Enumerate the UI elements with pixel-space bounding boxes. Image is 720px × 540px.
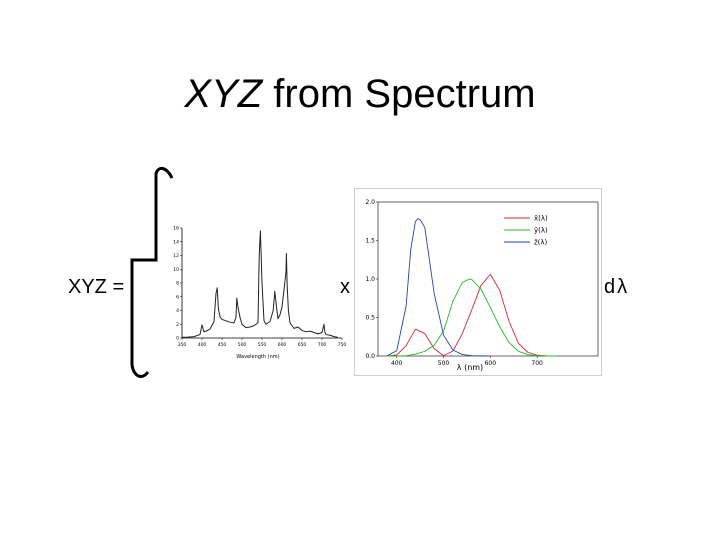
y-tick-label: 0 <box>176 336 179 342</box>
cmf-legend: x̄(λ) ȳ(λ) z̄(λ) <box>504 215 548 247</box>
integral-sign-icon <box>130 167 174 378</box>
x-tick-label: 400 <box>391 360 403 367</box>
color-matching-plot: 400 500 600 700 0.0 0.5 1.0 1.5 2.0 x̄(λ) ȳ(λ) z̄(… <box>354 188 602 376</box>
legend-label-2: z̄(λ) <box>534 239 548 247</box>
title-italic: XYZ <box>184 72 263 116</box>
cmf-series <box>387 218 556 357</box>
x-tick-label: 700 <box>318 342 327 348</box>
y-tick-label: 1.5 <box>365 238 375 245</box>
x-tick-label: 600 <box>278 342 287 348</box>
spectrum-ticks: 350 400 450 500 550 600 650 700 750 0 2 4 6 8 10 12 14 16 <box>173 226 346 348</box>
plot-frame <box>354 188 602 376</box>
y-tick-label: 10 <box>173 267 179 273</box>
x-tick-label: 550 <box>258 342 267 348</box>
x-tick-label: 650 <box>298 342 307 348</box>
legend-label-1: ȳ(λ) <box>534 227 548 235</box>
spectrum-x-axis-label: Wavelength (nm) <box>236 354 279 360</box>
cmf-ticks: 400 500 600 700 0.0 0.5 1.0 1.5 2.0 <box>365 199 543 367</box>
multiply-sign: x <box>340 276 350 298</box>
x-tick-label: 700 <box>531 360 543 367</box>
y-tick-label: 16 <box>173 226 179 232</box>
y-tick-label: 14 <box>173 239 179 245</box>
differential-d-lambda: dλ <box>604 276 630 298</box>
y-tick-label: 12 <box>173 253 179 259</box>
spectrum-series <box>182 230 339 338</box>
y-tick-label: 0.0 <box>365 353 375 360</box>
series-line-0 <box>182 230 339 338</box>
x-tick-label: 350 <box>178 342 187 348</box>
legend-label-0: x̄(λ) <box>534 215 548 223</box>
y-tick-label: 2 <box>176 322 179 328</box>
series-line-0 <box>387 273 556 357</box>
x-tick-label: 500 <box>238 342 247 348</box>
x-tick-label: 450 <box>218 342 227 348</box>
cmf-x-axis-label: λ (nm) <box>457 363 483 372</box>
slide-title: XYZ from Spectrum <box>0 68 720 120</box>
title-rest: from Spectrum <box>262 72 536 116</box>
x-tick-label: 750 <box>338 342 347 348</box>
y-tick-label: 1.0 <box>365 276 375 283</box>
spectrum-plot: 350 400 450 500 550 600 650 700 750 0 2 4 6 8 10 12 14 16… <box>173 226 346 360</box>
x-tick-label: 500 <box>438 360 450 367</box>
y-tick-label: 4 <box>176 308 179 314</box>
y-tick-label: 0.5 <box>365 315 375 322</box>
y-tick-label: 2.0 <box>365 199 375 206</box>
y-tick-label: 6 <box>176 294 179 300</box>
x-tick-label: 400 <box>198 342 207 348</box>
series-line-2 <box>387 218 491 357</box>
x-tick-label: 600 <box>485 360 497 367</box>
series-line-1 <box>387 278 556 357</box>
y-tick-label: 8 <box>176 281 179 287</box>
equation-lhs: XYZ = <box>68 276 125 298</box>
